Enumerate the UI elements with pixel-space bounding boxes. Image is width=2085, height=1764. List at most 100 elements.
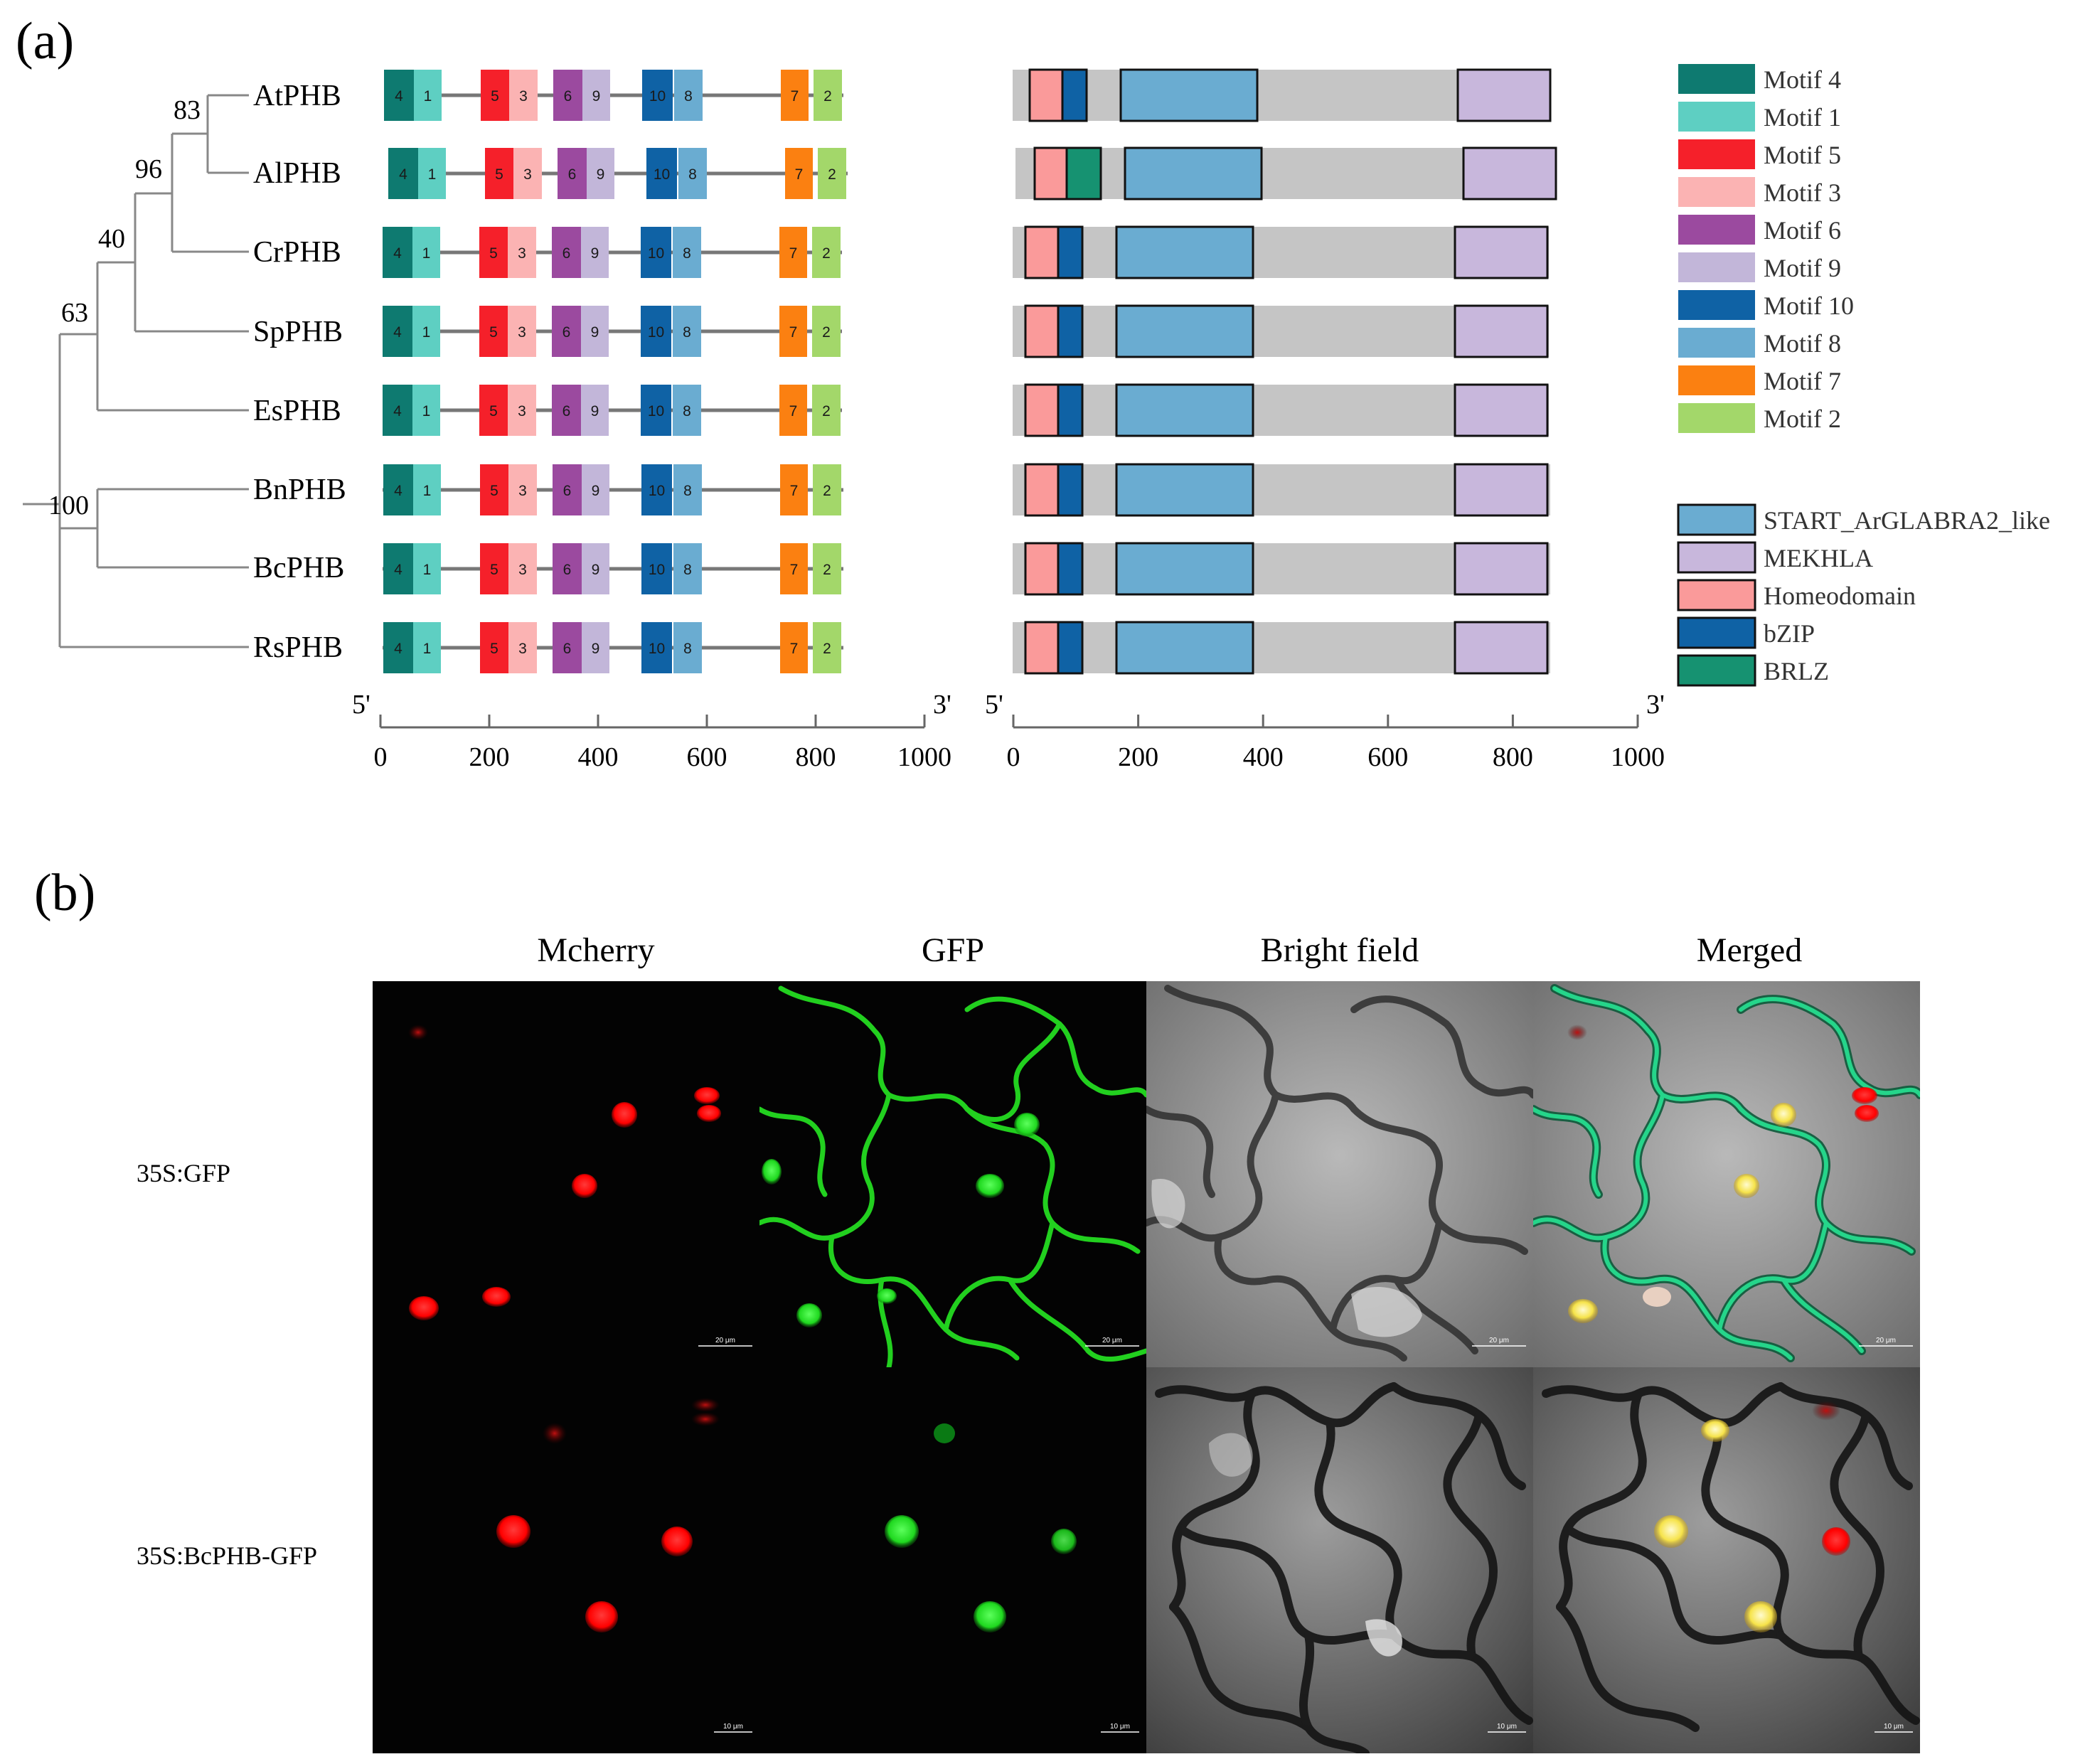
legend-label-motif-7: Motif 7 xyxy=(1764,367,1841,395)
legend-label-motif-8: Motif 8 xyxy=(1764,329,1841,358)
motif-1-number: 1 xyxy=(422,245,431,262)
image-35s-gfp-bright-field xyxy=(1146,981,1533,1367)
legend-swatch-mekhla xyxy=(1677,541,1756,574)
motif-10-number: 10 xyxy=(649,562,665,578)
species-label-atphb: AtPHB xyxy=(253,80,341,112)
motif-8-number: 8 xyxy=(683,324,691,341)
motif-7-box xyxy=(779,385,807,436)
legend-swatch-motif-9 xyxy=(1678,252,1755,282)
bootstrap-63: 63 xyxy=(61,298,88,328)
domain-brlz-box xyxy=(1065,146,1102,201)
motif-5-number: 5 xyxy=(489,324,498,341)
scale-bar-labels: 20 μm 20 μm 20 μm 20 μm 10 μm 10 μm 10 μ… xyxy=(715,1337,1904,1731)
legend-label-motif-9: Motif 9 xyxy=(1764,254,1841,282)
motif-7-box xyxy=(779,227,807,278)
motif-8-box xyxy=(673,227,701,278)
motif-7-box xyxy=(785,148,813,199)
domain-mekhla-box xyxy=(1454,463,1549,517)
motif-7-number: 7 xyxy=(791,88,799,105)
motif-10-box xyxy=(646,148,677,199)
scale-bars xyxy=(698,1345,1913,1733)
species-label-alphb: AlPHB xyxy=(253,157,341,190)
motif-4-box xyxy=(383,622,413,673)
motif-1-box xyxy=(413,622,441,673)
motif-2-number: 2 xyxy=(828,166,836,183)
motif-7-number: 7 xyxy=(790,641,799,657)
species-label-spphb: SpPHB xyxy=(253,316,343,348)
motif-2-number: 2 xyxy=(823,562,831,578)
motif-9-number: 9 xyxy=(592,88,601,105)
protein-backbone xyxy=(1015,148,1552,199)
legend-label-motif-2: Motif 2 xyxy=(1764,405,1841,433)
motif-9-number: 9 xyxy=(592,562,600,578)
motif-4-box xyxy=(388,148,418,199)
motif-4-number: 4 xyxy=(395,88,403,105)
domain-mekhla-box xyxy=(1454,304,1549,358)
domain-row-atphb xyxy=(1013,68,1552,122)
motif-7-box xyxy=(781,70,809,121)
motif-8-box xyxy=(673,464,702,515)
legend-label-motif-5: Motif 5 xyxy=(1764,141,1841,169)
legend-label-bzip: bZIP xyxy=(1764,619,1815,648)
domain-bzip-box xyxy=(1061,68,1088,122)
motif-8-box xyxy=(674,70,703,121)
legend-label-motif-6: Motif 6 xyxy=(1764,216,1841,245)
scale-bar-label: 20 μm xyxy=(715,1337,735,1345)
bootstrap-40: 40 xyxy=(98,224,125,254)
motif-4-box xyxy=(383,543,413,594)
motif-row-alphb: 4 1 5 3 6 9 10 8 7 2 xyxy=(388,148,848,199)
motif-row-atphb: 4 1 5 3 6 9 10 8 7 2 xyxy=(384,70,843,121)
motif-1-box xyxy=(412,306,440,357)
motif-2-box xyxy=(812,385,841,436)
motif-row-bcphb: 4 1 5 3 6 9 10 8 7 2 xyxy=(383,543,843,594)
bootstrap-96: 96 xyxy=(135,154,162,184)
motif-5-box xyxy=(480,464,508,515)
domain-start-arglabra2-like-box xyxy=(1115,542,1254,596)
column-title-mcherry: Mcherry xyxy=(537,931,654,969)
motif-9-number: 9 xyxy=(597,166,605,183)
axis-tick-label-400: 400 xyxy=(1243,742,1284,772)
legend-swatch-start-arglabra2-like xyxy=(1677,503,1756,536)
motif-9-number: 9 xyxy=(592,641,600,657)
image-35s-gfp-gfp xyxy=(759,981,1146,1367)
axis-5prime-label: 5' xyxy=(985,690,1003,720)
motif-3-box xyxy=(508,622,537,673)
domain-mekhla-box xyxy=(1462,146,1557,201)
motif-4-box xyxy=(383,464,413,515)
motif-8-number: 8 xyxy=(688,166,697,183)
motif-4-box xyxy=(383,385,412,436)
motif-7-number: 7 xyxy=(790,562,799,578)
scale-bar-label: 20 μm xyxy=(1876,1337,1896,1345)
motif-6-box xyxy=(552,385,581,436)
motif-9-box xyxy=(581,306,609,357)
motif-6-number: 6 xyxy=(563,562,572,578)
motif-1-box xyxy=(412,385,440,436)
scale-bar-label: 10 μm xyxy=(1497,1723,1517,1731)
image-35s-gfp-mcherry xyxy=(373,981,759,1367)
domain-start-arglabra2-like-box xyxy=(1115,304,1254,358)
motif-3-number: 3 xyxy=(518,641,527,657)
motif-3-number: 3 xyxy=(519,88,528,105)
species-label-esphb: EsPHB xyxy=(253,395,341,427)
legend-swatch-motif-3 xyxy=(1678,177,1755,207)
motif-1-number: 1 xyxy=(428,166,437,183)
motif-7-box xyxy=(780,622,808,673)
motif-6-box xyxy=(553,70,582,121)
motif-3-number: 3 xyxy=(518,245,526,262)
motif-row-crphb: 4 1 5 3 6 9 10 8 7 2 xyxy=(383,227,842,278)
species-label-rsphb: RsPHB xyxy=(253,631,343,664)
microscopy-column-titles: Mcherry GFP Bright field Merged xyxy=(537,931,1802,969)
motif-1-number: 1 xyxy=(423,562,432,578)
motif-8-number: 8 xyxy=(683,562,692,578)
motif-4-number: 4 xyxy=(393,245,402,262)
domain-start-arglabra2-like-box xyxy=(1115,463,1254,517)
image-35s-bcphb-gfp-merged xyxy=(1533,1367,1920,1753)
motif-10-number: 10 xyxy=(649,88,666,105)
domain-bzip-box xyxy=(1057,304,1084,358)
motif-3-number: 3 xyxy=(518,403,526,419)
domain-bzip-box xyxy=(1057,463,1084,517)
domain-start-arglabra2-like-box xyxy=(1115,621,1254,675)
motif-9-number: 9 xyxy=(592,483,600,499)
motif-9-box xyxy=(582,622,609,673)
motif-1-box xyxy=(413,464,441,515)
